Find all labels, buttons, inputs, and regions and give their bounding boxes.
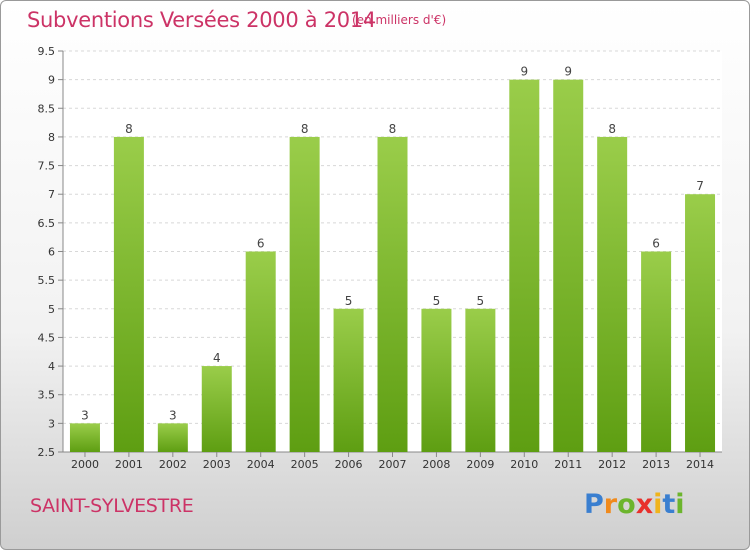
bar-value-label: 8 <box>389 122 397 136</box>
bar <box>245 251 276 452</box>
logo-letter: i <box>675 489 685 520</box>
bar <box>465 308 496 452</box>
place-name: SAINT-SYLVESTRE <box>30 495 194 517</box>
bar <box>201 366 232 452</box>
x-tick-label: 2009 <box>466 458 494 471</box>
x-tick-label: 2011 <box>554 458 582 471</box>
bar <box>113 136 144 452</box>
bar-value-label: 5 <box>477 294 485 308</box>
y-tick-label: 5 <box>48 303 55 316</box>
y-tick-label: 9.5 <box>38 45 56 58</box>
y-tick-label: 6.5 <box>38 217 56 230</box>
bar-value-label: 8 <box>608 122 616 136</box>
bar-value-label: 5 <box>345 294 353 308</box>
bar <box>69 423 100 452</box>
logo-letter: t <box>662 489 676 520</box>
x-tick-label: 2006 <box>335 458 363 471</box>
y-tick-label: 6 <box>48 246 55 259</box>
bar <box>333 308 364 452</box>
logo-letter: i <box>653 489 663 520</box>
x-tick-label: 2010 <box>510 458 538 471</box>
y-tick-label: 5.5 <box>38 274 56 287</box>
bar <box>377 136 408 452</box>
chart-title: Subventions Versées 2000 à 2014 <box>27 8 376 32</box>
y-tick-label: 7.5 <box>38 160 56 173</box>
logo-letter: P <box>584 489 604 520</box>
y-tick-label: 8 <box>48 131 55 144</box>
x-tick-label: 2013 <box>642 458 670 471</box>
logo-letter: r <box>603 489 618 520</box>
proxiti-logo: Proxiti <box>584 489 685 520</box>
bar-value-label: 9 <box>520 65 528 79</box>
x-tick-label: 2007 <box>379 458 407 471</box>
bar <box>421 308 452 452</box>
chart-subtitle: (en milliers d'€) <box>352 13 447 27</box>
bar <box>553 79 584 453</box>
bar <box>289 136 320 452</box>
x-tick-label: 2003 <box>203 458 231 471</box>
bar-value-label: 8 <box>125 122 133 136</box>
x-tick-label: 2004 <box>247 458 275 471</box>
y-tick-label: 8.5 <box>38 102 56 115</box>
y-tick-label: 9 <box>48 74 55 87</box>
y-tick-label: 3.5 <box>38 389 56 402</box>
bar-value-label: 6 <box>257 237 265 251</box>
y-tick-label: 2.5 <box>38 446 56 459</box>
y-tick-label: 3 <box>48 417 55 430</box>
bar-value-label: 9 <box>564 65 572 79</box>
bar <box>685 194 716 452</box>
bar <box>597 136 628 452</box>
y-tick-label: 4 <box>48 360 55 373</box>
bar-value-label: 3 <box>169 408 177 422</box>
logo-letter: o <box>617 489 636 520</box>
logo-letter: x <box>635 489 654 520</box>
x-tick-label: 2012 <box>598 458 626 471</box>
x-tick-label: 2014 <box>686 458 714 471</box>
bar <box>509 79 540 453</box>
bar-value-label: 6 <box>652 237 660 251</box>
bar-value-label: 4 <box>213 351 221 365</box>
y-tick-label: 7 <box>48 188 55 201</box>
y-tick-label: 4.5 <box>38 331 56 344</box>
bar-value-label: 3 <box>81 408 89 422</box>
x-tick-label: 2008 <box>422 458 450 471</box>
x-tick-label: 2005 <box>291 458 319 471</box>
bar-value-label: 5 <box>433 294 441 308</box>
bar-value-label: 8 <box>301 122 309 136</box>
x-tick-label: 2001 <box>115 458 143 471</box>
x-tick-label: 2000 <box>71 458 99 471</box>
bar-value-label: 7 <box>696 179 704 193</box>
bar <box>641 251 672 452</box>
x-tick-label: 2002 <box>159 458 187 471</box>
bar <box>157 423 188 452</box>
